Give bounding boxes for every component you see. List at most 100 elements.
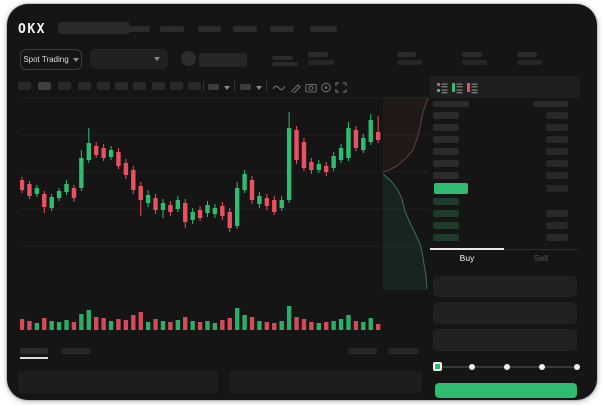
account-button[interactable] [199, 53, 247, 67]
chart-bottom-action[interactable] [388, 348, 419, 354]
fullscreen-icon[interactable] [335, 82, 347, 93]
amount-input[interactable] [433, 302, 577, 324]
nav-item-placeholder[interactable] [310, 26, 337, 32]
orderbook-mode-bids-icon[interactable] [452, 81, 463, 94]
ticker-stat-label [462, 52, 482, 57]
orderbook-mode-asks-icon[interactable] [467, 81, 478, 94]
candle-body [234, 188, 240, 226]
volume-bar [361, 322, 366, 330]
orderbook-ask-price[interactable] [433, 160, 459, 167]
orderbook-bid-price[interactable] [433, 210, 459, 217]
total-input[interactable] [433, 329, 577, 351]
nav-item-placeholder[interactable] [270, 26, 294, 32]
timeframe-button[interactable] [133, 82, 146, 90]
chart-bottom-tab[interactable] [61, 348, 91, 354]
orderbook-bid-price[interactable] [433, 222, 459, 229]
market-type-dropdown[interactable]: Spot Trading [20, 49, 82, 70]
candle-body [249, 180, 255, 200]
volume-bar [331, 321, 336, 330]
slider-stop-dot[interactable] [504, 364, 510, 370]
orderbook-last-price[interactable] [434, 183, 468, 194]
volume-bar [64, 320, 69, 330]
draw-icon[interactable] [290, 82, 302, 93]
slider-stop-dot[interactable] [469, 364, 475, 370]
candle-body [301, 142, 307, 168]
timeframe-button[interactable] [18, 82, 31, 90]
volume-bar [353, 321, 359, 330]
volume-bar [168, 322, 173, 330]
orderbook-bid-price[interactable] [433, 198, 459, 205]
chevron-down-icon[interactable] [256, 86, 262, 90]
orderbook-ask-price[interactable] [433, 136, 459, 143]
search-input[interactable] [58, 22, 130, 34]
candlestick-chart[interactable] [20, 95, 430, 335]
orderbook-amount-cell [546, 148, 568, 155]
ticker-stat-label [517, 52, 537, 57]
candle-body [131, 170, 136, 190]
timeframe-button[interactable] [152, 82, 165, 90]
orderbook-ask-price[interactable] [433, 124, 459, 131]
chevron-down-icon[interactable] [224, 86, 230, 90]
volume-bar [160, 321, 166, 330]
candle-body [116, 152, 121, 166]
orderbook-ask-price[interactable] [433, 148, 459, 155]
volume-bar [108, 321, 114, 330]
nav-item-placeholder[interactable] [160, 26, 184, 32]
candle-body [346, 128, 351, 158]
orderbook-price-header [433, 101, 469, 107]
price-input[interactable] [433, 276, 577, 297]
camera-icon[interactable] [305, 82, 317, 93]
orderbook-ask-price[interactable] [433, 172, 459, 179]
nav-item-placeholder[interactable] [233, 26, 257, 32]
timeframe-button[interactable] [115, 82, 128, 90]
nav-item-placeholder[interactable] [128, 26, 150, 32]
orderbook-amount-cell [546, 136, 568, 143]
orderbook-ask-price[interactable] [433, 112, 459, 119]
okx-logo[interactable]: OKX [18, 22, 46, 37]
timeframe-button[interactable] [170, 82, 183, 90]
slider-stop-dot[interactable] [574, 364, 580, 370]
candle-body [175, 200, 181, 209]
balance-placeholder [272, 56, 293, 60]
line-tool-icon[interactable] [273, 82, 285, 93]
volume-bar [71, 322, 77, 330]
candle-body [353, 130, 359, 148]
volume-bar [197, 322, 203, 330]
toolbar-divider [203, 81, 204, 91]
orderbook-bid-price[interactable] [433, 234, 459, 241]
timeframe-button[interactable] [58, 82, 71, 90]
candle-body [168, 205, 173, 212]
candle-body [220, 206, 225, 216]
candle-body [257, 196, 262, 204]
sell-tab[interactable]: Sell [533, 253, 549, 263]
candle-body [316, 164, 321, 170]
volume-bar [272, 323, 277, 330]
slider-stop-dot[interactable] [539, 364, 545, 370]
slider-handle[interactable] [433, 362, 442, 371]
orderbook-amount-cell [546, 172, 568, 179]
volume-bar [212, 323, 218, 330]
ticker-stat-value [308, 60, 334, 65]
buy-submit-button[interactable] [435, 383, 577, 398]
market-type-label: Spot Trading [23, 55, 69, 64]
indicators-dropdown[interactable] [240, 84, 251, 90]
timeframe-button[interactable] [188, 82, 201, 90]
avatar[interactable] [181, 51, 196, 66]
volume-bar [145, 322, 151, 330]
timeframe-button[interactable] [78, 82, 91, 90]
candle-body [183, 203, 188, 222]
candle-type-dropdown[interactable] [208, 84, 219, 90]
volume-bar [123, 320, 129, 330]
nav-item-placeholder[interactable] [198, 26, 221, 32]
chevron-down-icon [72, 57, 79, 62]
chart-bottom-tab-active[interactable] [20, 348, 48, 354]
buy-tab[interactable]: Buy [459, 253, 475, 263]
candle-body [27, 184, 32, 196]
candle-body [34, 188, 40, 194]
chart-bottom-action[interactable] [348, 348, 377, 354]
orderbook-mode-combined-icon[interactable] [437, 81, 448, 94]
pair-selector-dropdown[interactable] [90, 49, 168, 69]
settings-gear-icon[interactable] [320, 82, 332, 93]
timeframe-button[interactable] [38, 82, 51, 90]
timeframe-button[interactable] [97, 82, 110, 90]
